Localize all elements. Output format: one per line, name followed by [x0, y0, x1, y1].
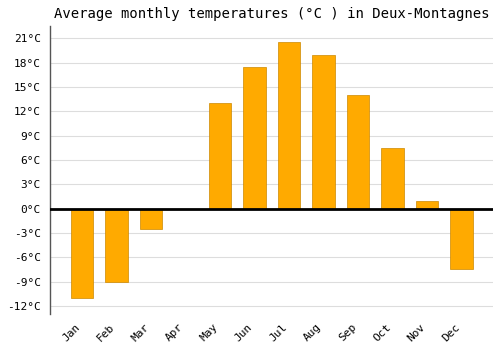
Bar — [450, 209, 473, 270]
Bar — [416, 201, 438, 209]
Bar — [278, 42, 300, 209]
Bar — [347, 95, 370, 209]
Bar — [243, 67, 266, 209]
Bar — [382, 148, 404, 209]
Bar — [105, 209, 128, 282]
Bar — [208, 103, 231, 209]
Bar — [70, 209, 93, 298]
Bar — [312, 55, 335, 209]
Bar — [140, 209, 162, 229]
Title: Average monthly temperatures (°C ) in Deux-Montagnes: Average monthly temperatures (°C ) in De… — [54, 7, 490, 21]
